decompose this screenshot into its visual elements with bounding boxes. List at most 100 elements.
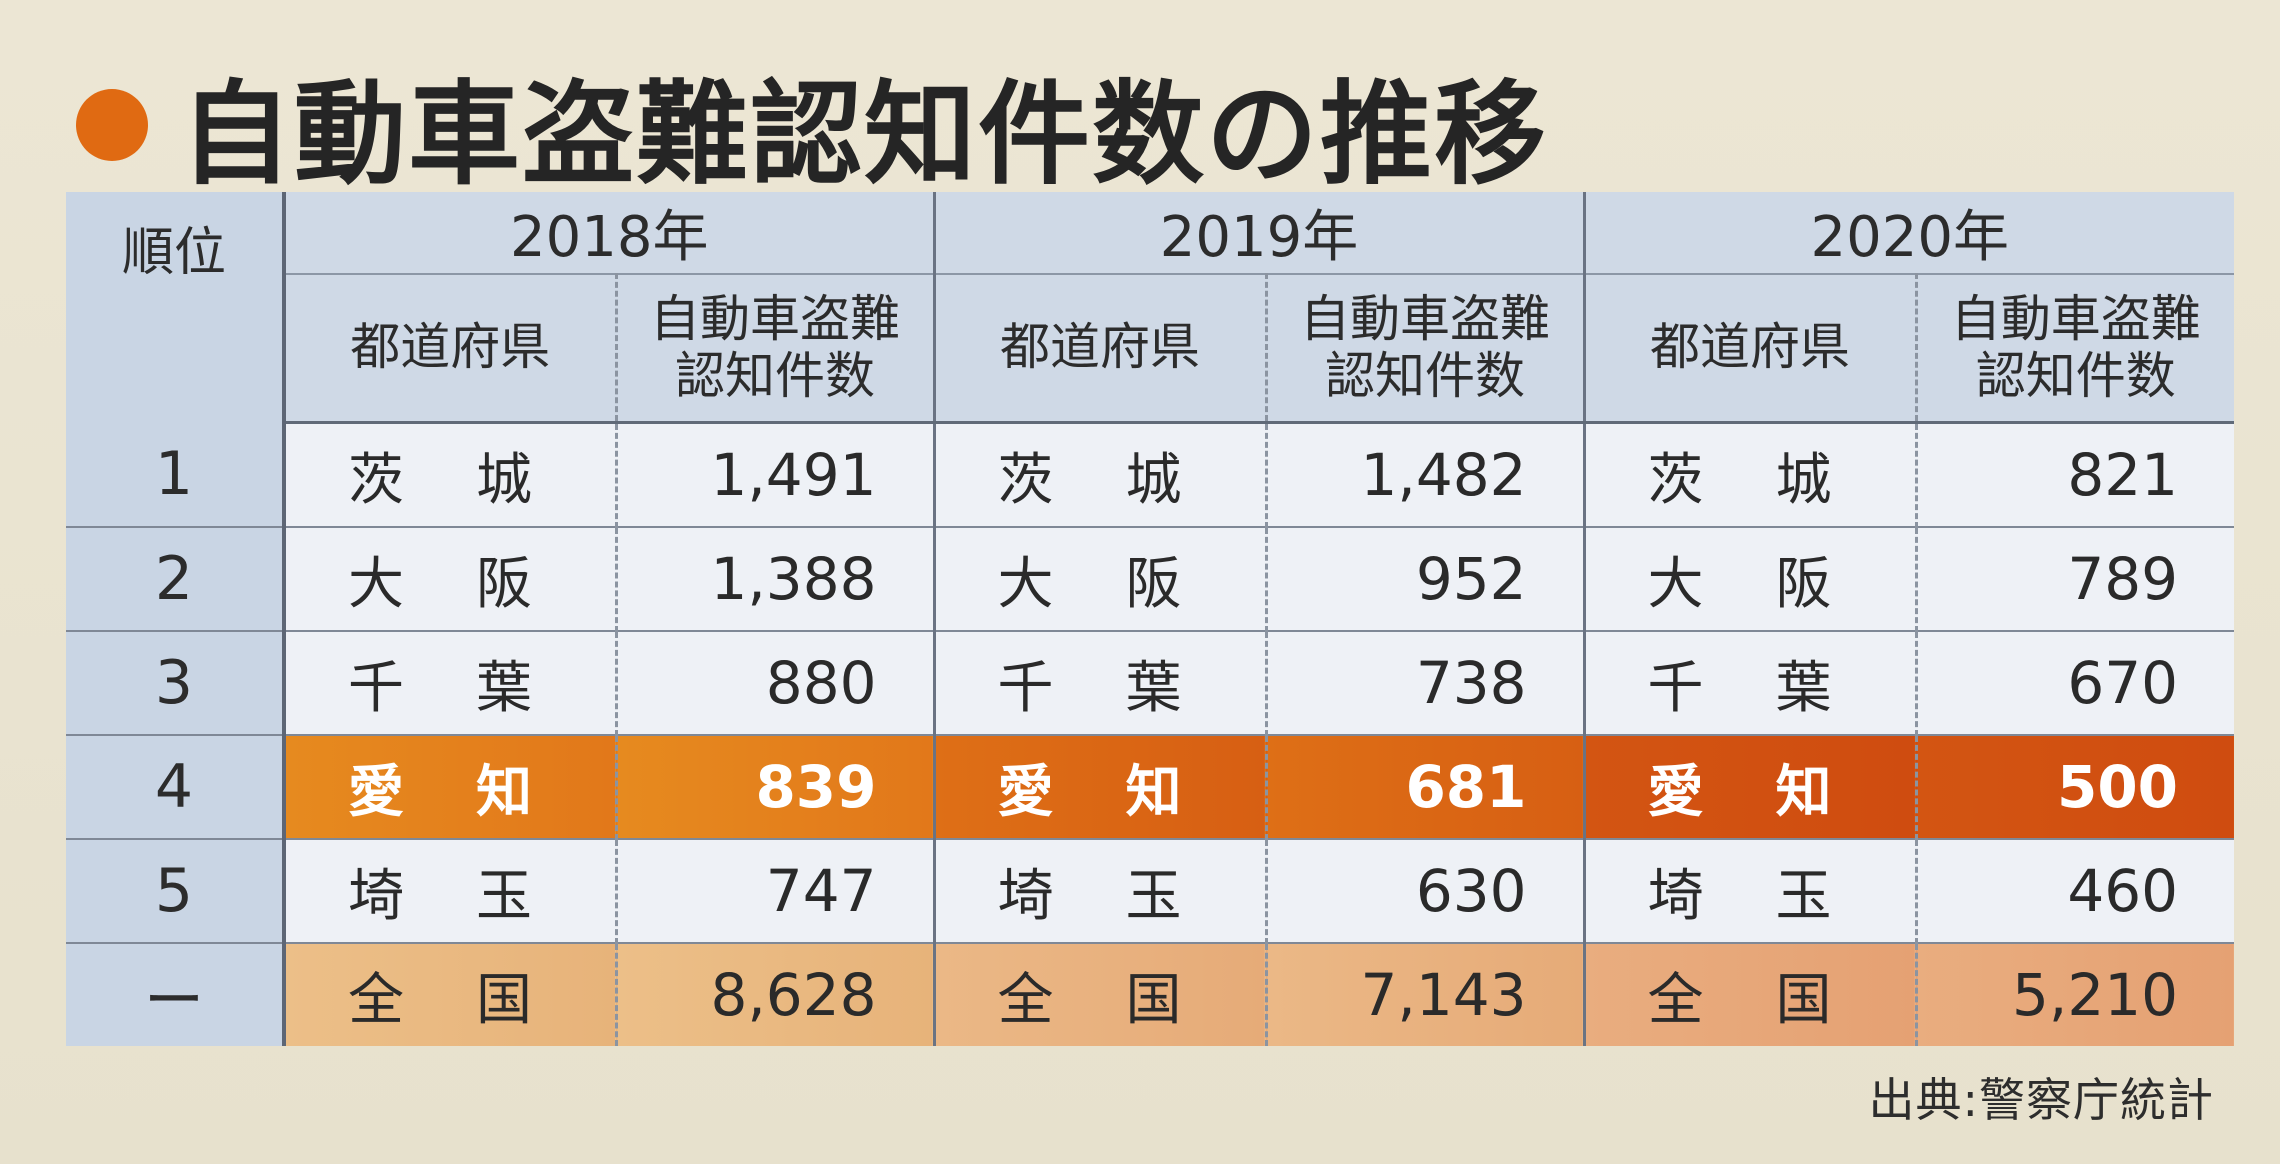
prefecture-cell: 大阪 <box>1584 527 1918 632</box>
count-cell: 880 <box>616 631 936 736</box>
prefecture-char: 国 <box>476 967 532 1033</box>
count-header-line: 自動車盗難 <box>1950 289 2201 348</box>
year-header-row: 順位 2018年 2019年 2020年 <box>66 192 2235 423</box>
prefecture-char: 埼 <box>1647 863 1704 929</box>
prefecture-char: 葉 <box>1125 655 1182 721</box>
prefecture-cell: 愛知 <box>934 735 1268 840</box>
prefecture-char: 玉 <box>1775 863 1832 929</box>
count-cell: 630 <box>1266 839 1586 944</box>
prefecture-header: 都道府県 <box>284 274 618 424</box>
prefecture-header: 都道府県 <box>934 274 1268 424</box>
table-row: 1 茨城 1,491 茨城 1,482 茨城 821 <box>66 422 2235 528</box>
prefecture-char: 国 <box>1125 967 1182 1033</box>
count-header-line: 認知件数 <box>1325 347 1526 405</box>
prefecture-cell: 茨城 <box>1584 422 1918 528</box>
prefecture-char: 国 <box>1775 967 1832 1033</box>
count-cell: 1,482 <box>1266 422 1586 528</box>
count-cell: 460 <box>1916 839 2235 944</box>
prefecture-cell: 千葉 <box>1584 631 1918 736</box>
table-row-highlighted: 4 愛知 839 愛知 681 愛知 500 <box>66 735 2235 840</box>
prefecture-char: 全 <box>997 967 1054 1033</box>
prefecture-char: 玉 <box>1125 863 1182 929</box>
prefecture-char: 茨 <box>997 447 1054 513</box>
prefecture-char: 阪 <box>476 551 532 617</box>
title-bullet-dot <box>76 89 148 161</box>
prefecture-cell: 茨城 <box>934 422 1268 528</box>
prefecture-char: 愛 <box>997 759 1054 825</box>
prefecture-char: 千 <box>1647 655 1704 721</box>
count-cell: 670 <box>1916 631 2235 736</box>
prefecture-char: 大 <box>997 551 1054 617</box>
count-cell: 681 <box>1266 735 1586 840</box>
prefecture-cell: 茨城 <box>284 422 618 528</box>
table-row: 3 千葉 880 千葉 738 千葉 670 <box>66 631 2235 736</box>
count-cell: 1,388 <box>616 527 936 632</box>
count-cell: 839 <box>616 735 936 840</box>
year-header: 2018年 <box>284 192 936 275</box>
prefecture-char: 城 <box>476 447 532 513</box>
prefecture-char: 葉 <box>476 655 532 721</box>
prefecture-char: 全 <box>348 967 404 1033</box>
prefecture-cell: 大阪 <box>934 527 1268 632</box>
prefecture-char: 全 <box>1647 967 1704 1033</box>
source-note: 出典:警察庁統計 <box>1868 1073 2214 1127</box>
table-row-total: ー 全国 8,628 全国 7,143 全国 5,210 <box>66 943 2235 1046</box>
prefecture-char: 葉 <box>1775 655 1832 721</box>
prefecture-char: 千 <box>348 655 404 721</box>
count-header-line: 自動車盗難 <box>650 289 900 348</box>
count-cell: 5,210 <box>1916 943 2235 1046</box>
count-header: 自動車盗難 認知件数 <box>1266 274 1586 424</box>
count-header-line: 認知件数 <box>1975 347 2176 405</box>
prefecture-cell: 愛知 <box>284 735 618 840</box>
count-cell: 789 <box>1916 527 2235 632</box>
prefecture-char: 茨 <box>348 447 404 513</box>
table-row: 2 大阪 1,388 大阪 952 大阪 789 <box>66 527 2235 632</box>
year-header: 2019年 <box>934 192 1586 275</box>
prefecture-char: 大 <box>1647 551 1704 617</box>
page-title: 自動車盗難認知件数の推移 <box>180 70 1548 200</box>
prefecture-cell: 埼玉 <box>1584 839 1918 944</box>
count-cell: 747 <box>616 839 936 944</box>
rank-cell: 5 <box>66 839 286 944</box>
prefecture-header: 都道府県 <box>1584 274 1918 424</box>
prefecture-char: 知 <box>1775 759 1832 825</box>
prefecture-char: 城 <box>1775 447 1832 513</box>
count-cell: 8,628 <box>616 943 936 1046</box>
prefecture-char: 千 <box>997 655 1054 721</box>
count-cell: 821 <box>1916 422 2235 528</box>
rank-cell: 4 <box>66 735 286 840</box>
prefecture-char: 阪 <box>1775 551 1832 617</box>
count-header-line: 認知件数 <box>675 347 875 405</box>
count-header-line: 自動車盗難 <box>1300 289 1551 348</box>
prefecture-char: 愛 <box>1647 759 1704 825</box>
prefecture-char: 埼 <box>997 863 1054 929</box>
prefecture-char: 阪 <box>1125 551 1182 617</box>
count-header: 自動車盗難 認知件数 <box>616 274 936 424</box>
count-cell: 738 <box>1266 631 1586 736</box>
prefecture-cell: 全国 <box>1584 943 1918 1046</box>
prefecture-cell: 全国 <box>934 943 1268 1046</box>
prefecture-char: 大 <box>348 551 404 617</box>
rank-cell: ー <box>66 943 286 1046</box>
prefecture-cell: 全国 <box>284 943 618 1046</box>
prefecture-cell: 千葉 <box>934 631 1268 736</box>
prefecture-char: 知 <box>476 759 532 825</box>
prefecture-char: 埼 <box>348 863 404 929</box>
prefecture-cell: 愛知 <box>1584 735 1918 840</box>
prefecture-char: 愛 <box>348 759 404 825</box>
table-row: 5 埼玉 747 埼玉 630 埼玉 460 <box>66 839 2235 944</box>
count-cell: 1,491 <box>616 422 936 528</box>
count-header: 自動車盗難 認知件数 <box>1916 274 2235 424</box>
count-cell: 500 <box>1916 735 2235 840</box>
prefecture-char: 玉 <box>476 863 532 929</box>
rank-cell: 2 <box>66 527 286 632</box>
sub-header-row: 都道府県 自動車盗難 認知件数 都道府県 自動車盗難 認知件数 都道府県 自動車… <box>66 274 2235 424</box>
prefecture-cell: 埼玉 <box>934 839 1268 944</box>
rank-cell: 3 <box>66 631 286 736</box>
title-row: 自動車盗難認知件数の推移 <box>76 40 1548 210</box>
car-theft-table: 順位 2018年 2019年 2020年 都道府県 自動車盗難 認知件数 都道府… <box>66 192 2235 1046</box>
year-header: 2020年 <box>1584 192 2235 275</box>
rank-cell: 1 <box>66 422 286 528</box>
prefecture-char: 茨 <box>1647 447 1704 513</box>
prefecture-cell: 千葉 <box>284 631 618 736</box>
